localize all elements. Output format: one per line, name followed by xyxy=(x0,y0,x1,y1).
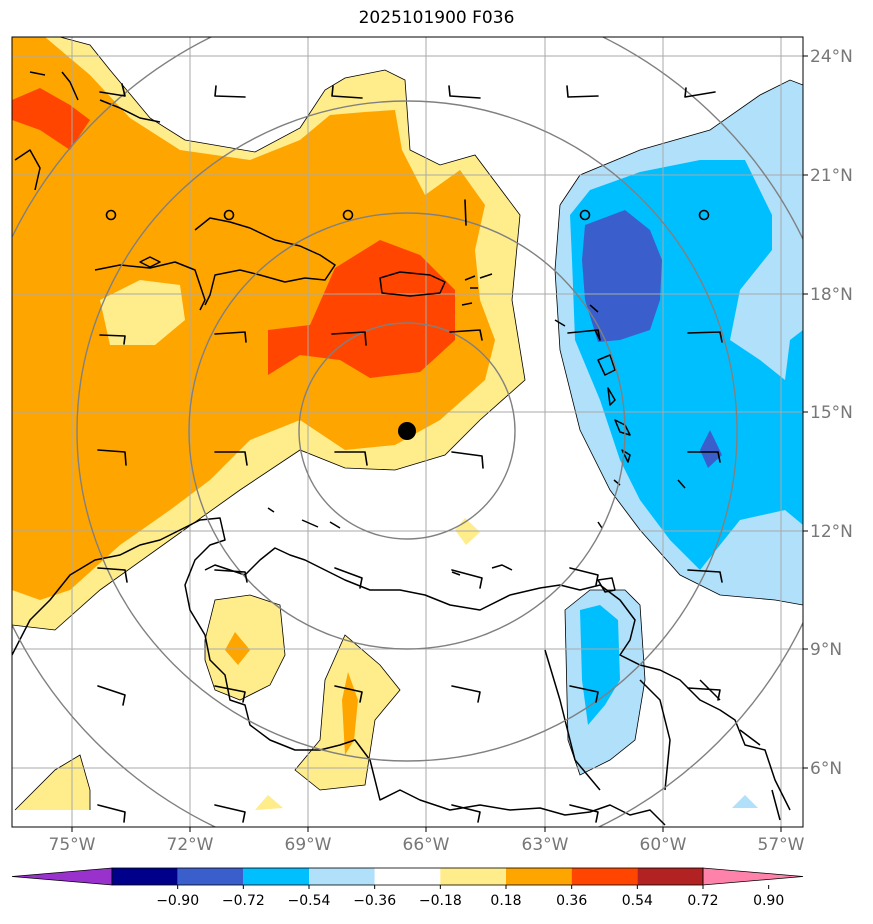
range-ring-3 xyxy=(76,100,738,762)
blue-field-se xyxy=(580,605,620,725)
colorbar-frame xyxy=(111,867,704,886)
coast-islands-ne xyxy=(461,273,493,306)
red-field-nw xyxy=(12,88,90,150)
colorbar-segment xyxy=(506,868,572,885)
yellow-field-sw xyxy=(15,755,90,810)
colorbar-tick-label: 0.54 xyxy=(622,893,653,909)
colorbar-segment xyxy=(440,868,506,885)
colorbar-tick-label: −0.18 xyxy=(419,893,462,909)
coast-trinidad xyxy=(597,577,616,593)
lon-label: 57°W xyxy=(758,835,805,855)
storm-center-marker xyxy=(398,422,416,440)
map-frame xyxy=(11,36,804,828)
colorbar-tick-label: −0.36 xyxy=(353,893,396,909)
colorbar-extend-high xyxy=(702,867,804,886)
coastlines xyxy=(12,71,791,826)
calm-markers xyxy=(105,209,710,221)
colorbar-segment xyxy=(309,868,375,885)
orange-spot-s2 xyxy=(342,672,358,755)
lon-label: 69°W xyxy=(285,835,332,855)
coast-puerto-rico xyxy=(379,271,446,297)
darkblue-spot-small xyxy=(700,430,722,468)
yellow-field-hispaniola xyxy=(100,280,185,345)
orange-field-main xyxy=(12,37,495,600)
lat-label: 24°N xyxy=(810,47,853,67)
positive-field xyxy=(12,37,525,810)
colorbar-segment xyxy=(177,868,244,885)
red-field-ne xyxy=(268,240,455,378)
axis-ticks xyxy=(71,55,808,832)
range-ring-1 xyxy=(298,322,516,540)
map-title: 2025101900 F036 xyxy=(358,8,515,28)
range-ring-2 xyxy=(188,212,626,650)
coast-hispaniola xyxy=(94,217,336,311)
colorbar-segment xyxy=(243,868,309,885)
lon-label: 66°W xyxy=(403,835,450,855)
colorbar-tick-label: −0.90 xyxy=(156,893,199,909)
colorbar-extend-low xyxy=(11,867,113,886)
lat-label: 12°N xyxy=(810,522,853,542)
coast-lesser-antilles xyxy=(554,304,686,529)
colorbar-tick-label: 0.72 xyxy=(687,893,718,909)
darkblue-field-east xyxy=(582,210,662,342)
range-rings xyxy=(12,37,803,827)
graticule xyxy=(12,37,803,827)
coast-south-america xyxy=(12,517,791,826)
coast-jamaica xyxy=(139,256,161,268)
colorbar-segment xyxy=(112,868,178,885)
lat-label: 18°N xyxy=(810,285,853,305)
coast-aruba-curacao xyxy=(267,507,513,576)
wind-barbs xyxy=(97,83,723,823)
colorbar-segment xyxy=(571,868,638,885)
lightblue-spot-bottom xyxy=(732,795,758,808)
lat-label: 9°N xyxy=(810,640,842,660)
lat-label: 21°N xyxy=(810,166,853,186)
colorbar-tick-label: 0.36 xyxy=(556,893,587,909)
negative-field xyxy=(555,80,803,808)
colorbar-tick-label: −0.72 xyxy=(222,893,265,909)
colorbar-tick-label: −0.54 xyxy=(288,893,331,909)
colorbar-segment xyxy=(374,868,441,885)
colorbar-segment xyxy=(637,868,703,885)
lat-label: 15°N xyxy=(810,403,853,423)
colorbar: −0.90 −0.72 −0.54 −0.36 −0.18 0.18 0.36 0.54 0.7… xyxy=(11,867,804,909)
colorbar-tick-label: 0.18 xyxy=(490,893,521,909)
lon-label: 72°W xyxy=(167,835,214,855)
lon-label: 63°W xyxy=(522,835,569,855)
lon-label: 60°W xyxy=(640,835,687,855)
contour-outlines xyxy=(12,37,803,811)
lon-label: 75°W xyxy=(49,835,96,855)
coast-cuba xyxy=(14,71,161,191)
colorbar-tick-label: 0.90 xyxy=(753,893,784,909)
map-area xyxy=(12,37,803,827)
yellow-spot-bottom xyxy=(255,795,283,810)
lat-label: 6°N xyxy=(810,759,842,779)
